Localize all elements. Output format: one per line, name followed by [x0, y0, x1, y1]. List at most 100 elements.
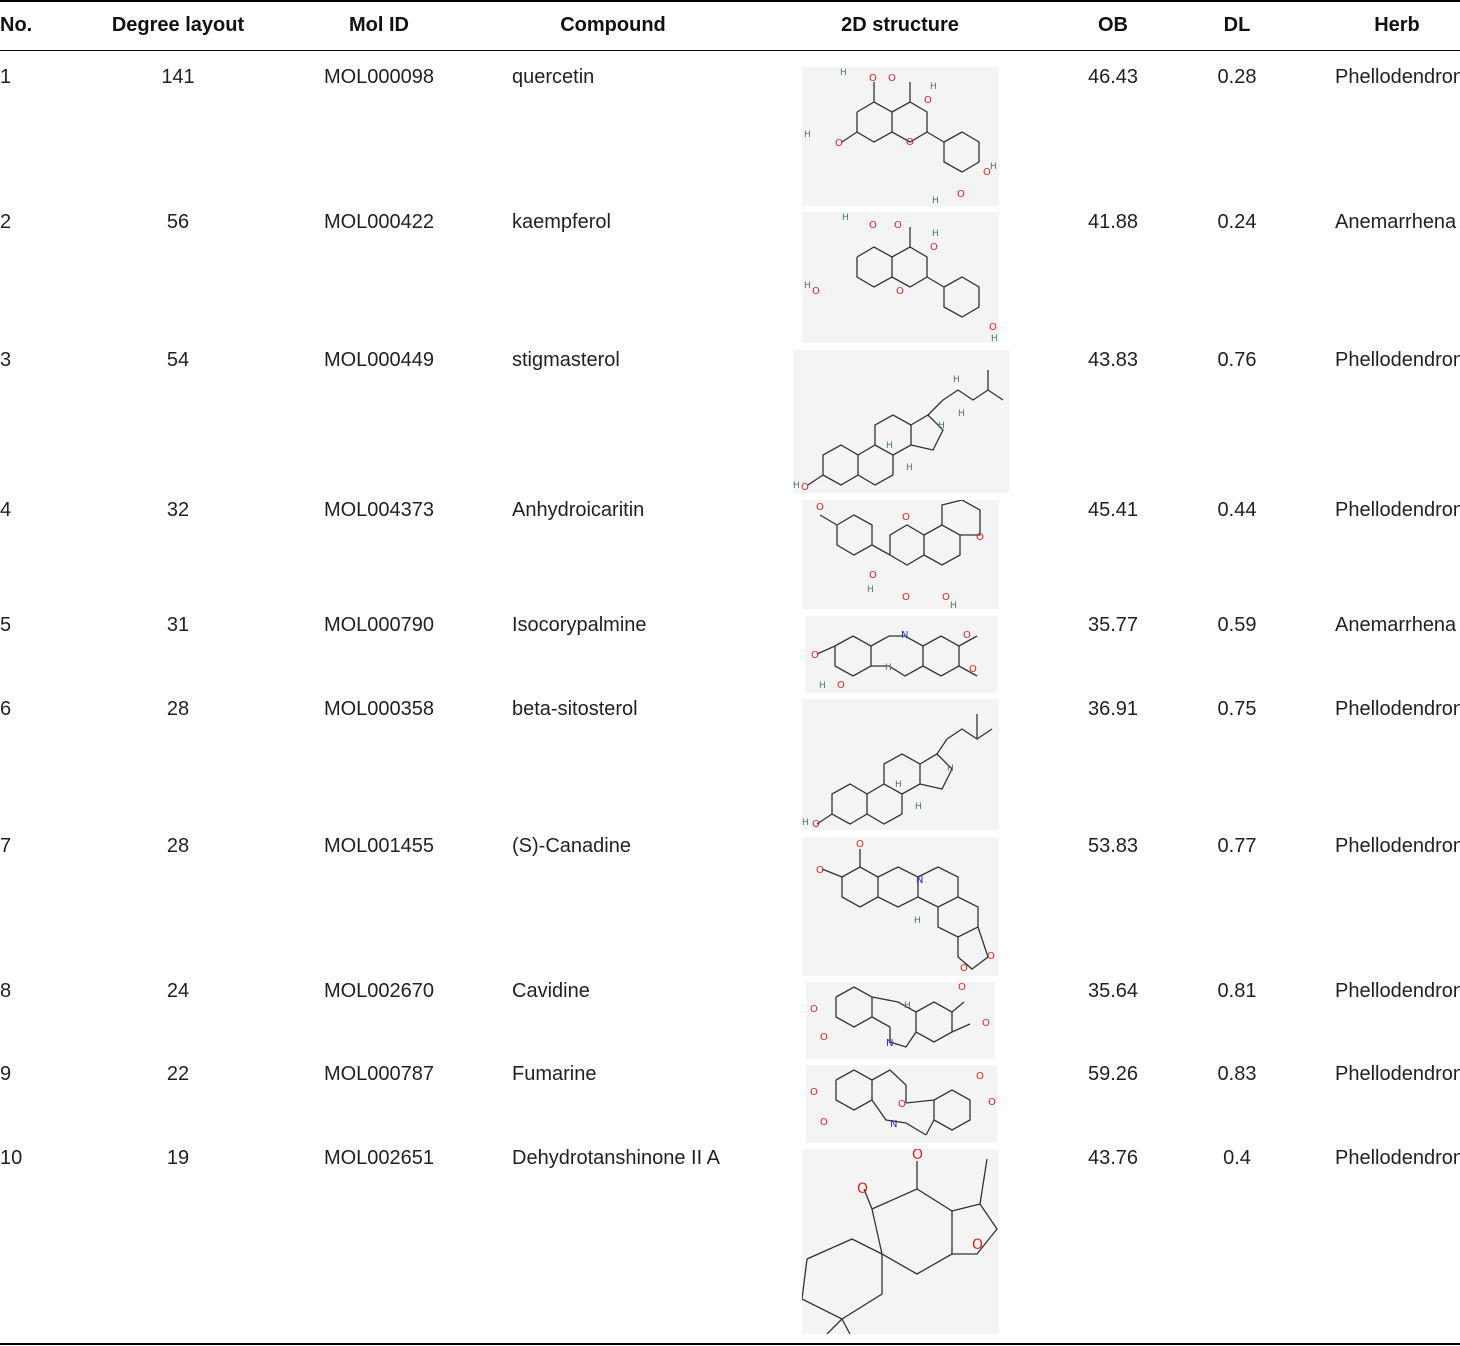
svg-text:O: O — [958, 982, 966, 993]
canadine-structure-icon: O O N H O O — [802, 837, 999, 976]
svg-text:O: O — [835, 138, 843, 149]
cell-no: 4 — [0, 499, 12, 521]
cell-herb: Phellodendron — [1335, 499, 1460, 521]
svg-text:O: O — [820, 1032, 828, 1043]
svg-text:H: H — [938, 421, 945, 431]
svg-text:H: H — [932, 196, 939, 206]
header-no: No. — [0, 14, 33, 36]
svg-text:O: O — [810, 1004, 818, 1015]
header-compound: Compound — [560, 14, 666, 36]
svg-text:O: O — [930, 242, 938, 253]
svg-text:H: H — [906, 463, 913, 473]
cell-ob: 45.41 — [1087, 499, 1139, 521]
cell-degree: 28 — [166, 835, 190, 857]
cell-no: 10 — [0, 1147, 23, 1169]
cell-ob: 35.77 — [1087, 614, 1139, 636]
table-header-rule — [0, 50, 1460, 51]
cell-degree: 19 — [166, 1147, 190, 1169]
cell-no: 1 — [0, 66, 12, 88]
svg-text:H: H — [991, 334, 998, 343]
cell-herb: Phellodendron — [1335, 349, 1460, 371]
cell-dl: 0.75 — [1217, 698, 1257, 720]
cell-degree: 56 — [166, 211, 190, 233]
svg-text:H: H — [885, 663, 892, 673]
cell-mol-id: MOL000790 — [323, 614, 435, 636]
cell-herb: Phellodendron — [1335, 1147, 1460, 1169]
cell-ob: 41.88 — [1087, 211, 1139, 233]
svg-text:O: O — [811, 650, 819, 661]
cell-compound: beta-sitosterol — [512, 698, 638, 720]
cell-dl: 0.4 — [1223, 1147, 1251, 1169]
cell-dl: 0.59 — [1217, 614, 1257, 636]
svg-text:O: O — [810, 1087, 818, 1098]
cavidine-structure-icon: O O N H O O — [806, 982, 995, 1059]
cell-ob: 35.64 — [1087, 980, 1139, 1002]
cell-ob: 53.83 — [1087, 835, 1139, 857]
svg-text:H: H — [842, 213, 849, 223]
cell-dl: 0.77 — [1217, 835, 1257, 857]
svg-text:O: O — [816, 502, 824, 513]
cell-ob: 46.43 — [1087, 66, 1139, 88]
svg-text:H: H — [947, 764, 954, 774]
svg-text:H: H — [802, 818, 809, 828]
cell-dl: 0.81 — [1217, 980, 1257, 1002]
svg-text:O: O — [969, 664, 977, 675]
svg-text:H: H — [804, 130, 811, 140]
cell-dl: 0.83 — [1217, 1063, 1257, 1085]
cell-compound: Anhydroicaritin — [512, 499, 645, 521]
cell-mol-id: MOL002651 — [323, 1147, 435, 1169]
svg-text:O: O — [894, 220, 902, 231]
svg-text:O: O — [902, 592, 910, 603]
cell-degree: 28 — [166, 698, 190, 720]
cell-compound: quercetin — [512, 66, 595, 88]
svg-text:O: O — [820, 1117, 828, 1128]
svg-text:O: O — [896, 286, 904, 297]
header-2d-structure: 2D structure — [841, 14, 959, 36]
cell-herb: Anemarrhena — [1335, 614, 1457, 636]
cell-no: 9 — [0, 1063, 12, 1085]
cell-mol-id: MOL000098 — [323, 66, 435, 88]
svg-text:O: O — [983, 167, 991, 178]
svg-text:O: O — [912, 1149, 923, 1163]
table-top-rule — [0, 0, 1460, 2]
svg-text:H: H — [904, 1001, 911, 1011]
cell-herb: Phellodendron — [1335, 698, 1460, 720]
cell-ob: 36.91 — [1087, 698, 1139, 720]
svg-text:N: N — [901, 630, 908, 641]
cell-mol-id: MOL004373 — [323, 499, 435, 521]
svg-text:H: H — [958, 409, 965, 419]
svg-text:H: H — [990, 162, 997, 172]
svg-text:O: O — [957, 189, 965, 200]
svg-text:N: N — [916, 875, 923, 886]
cell-herb: Phellodendron — [1335, 835, 1460, 857]
cell-herb: Phellodendron — [1335, 66, 1460, 88]
svg-text:O: O — [982, 1018, 990, 1029]
svg-text:H: H — [793, 481, 800, 491]
cell-mol-id: MOL001455 — [323, 835, 435, 857]
cell-herb: Anemarrhena — [1335, 211, 1457, 233]
svg-text:O: O — [987, 951, 995, 962]
cell-degree: 32 — [166, 499, 190, 521]
isocorypalmine-structure-icon: N O O O O H H — [805, 616, 997, 693]
svg-text:H: H — [915, 802, 922, 812]
svg-text:H: H — [953, 375, 960, 385]
svg-text:O: O — [816, 865, 824, 876]
cell-mol-id: MOL002670 — [323, 980, 435, 1002]
svg-text:O: O — [888, 73, 896, 84]
svg-text:N: N — [886, 1038, 893, 1049]
svg-text:O: O — [856, 839, 864, 850]
cell-compound: (S)-Canadine — [512, 835, 631, 857]
svg-text:O: O — [898, 1099, 906, 1110]
svg-text:O: O — [869, 570, 877, 581]
svg-text:O: O — [869, 73, 877, 84]
header-herb: Herb — [1374, 14, 1420, 36]
cell-no: 6 — [0, 698, 12, 720]
cell-compound: stigmasterol — [512, 349, 620, 371]
header-ob: OB — [1098, 14, 1128, 36]
svg-text:O: O — [801, 482, 809, 493]
svg-text:O: O — [942, 592, 950, 603]
svg-text:O: O — [989, 322, 997, 333]
cell-compound: Isocorypalmine — [512, 614, 647, 636]
